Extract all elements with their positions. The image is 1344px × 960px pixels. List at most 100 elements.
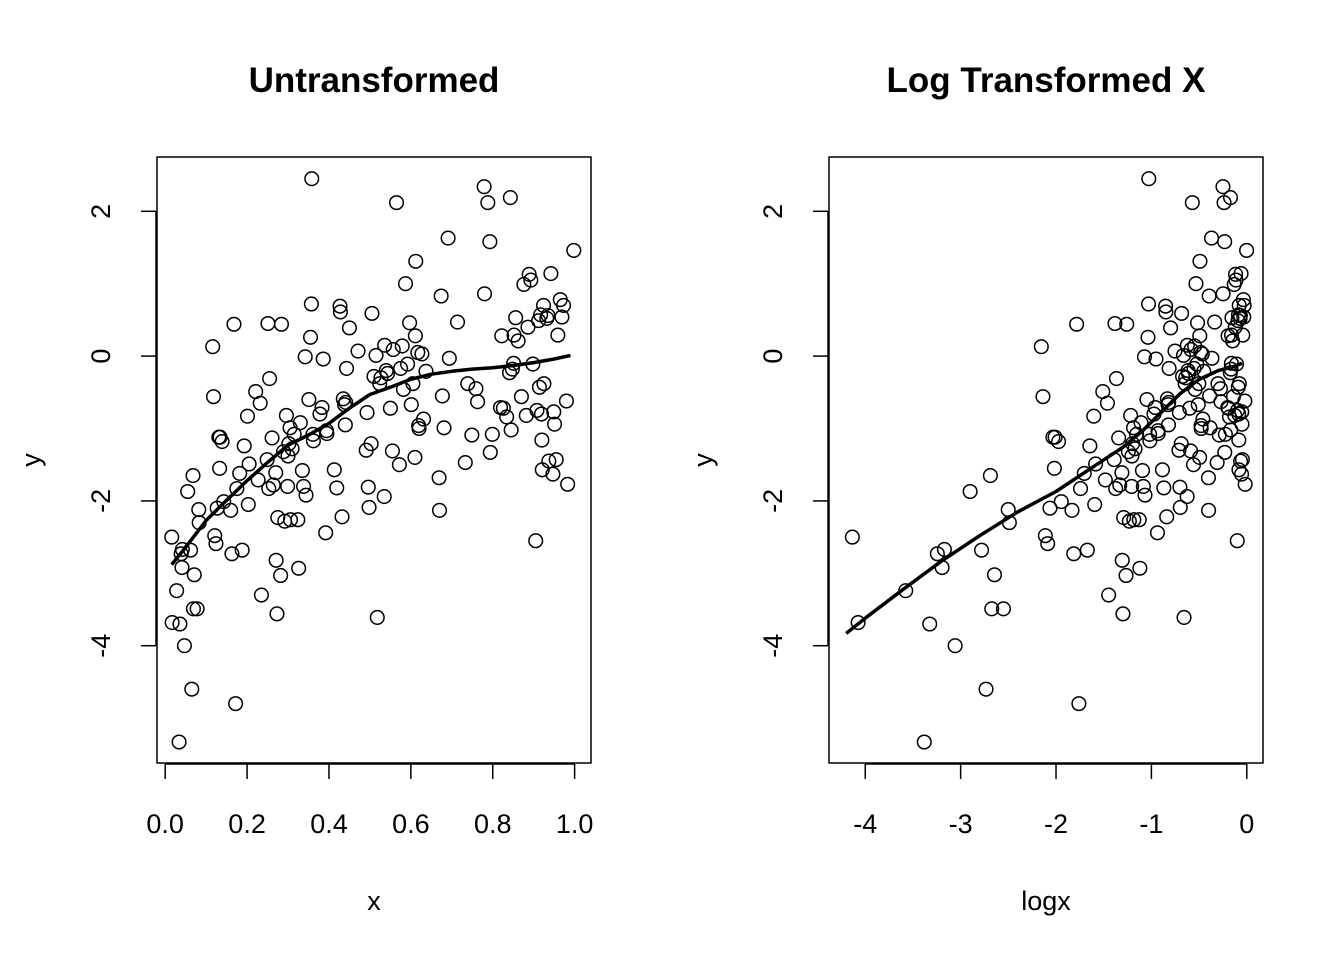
data-point — [1229, 533, 1245, 549]
data-point — [986, 567, 1003, 583]
data-point — [460, 376, 476, 392]
data-point — [1154, 462, 1170, 478]
x-tick-label: 0.0 — [146, 809, 184, 839]
data-point — [1234, 452, 1250, 468]
data-point — [1172, 499, 1188, 515]
data-point — [529, 402, 545, 418]
data-point — [232, 465, 248, 481]
smooth-line — [845, 361, 1243, 635]
data-point — [1171, 442, 1187, 458]
y-tick-label: -4 — [86, 634, 116, 658]
data-point — [1071, 696, 1087, 712]
data-point — [205, 339, 221, 355]
data-point — [1234, 466, 1250, 482]
data-point — [318, 525, 334, 541]
data-point — [962, 483, 978, 500]
x-tick-label: 0.8 — [474, 809, 512, 839]
data-point — [1072, 481, 1089, 497]
data-point — [405, 376, 421, 392]
data-point — [262, 370, 278, 387]
data-point — [294, 462, 310, 479]
data-point — [531, 379, 547, 395]
data-point — [1223, 327, 1240, 343]
data-point — [440, 230, 456, 246]
data-point — [1088, 456, 1104, 472]
data-point — [499, 409, 515, 425]
x-tick-label: 0.6 — [392, 809, 430, 839]
data-point — [326, 462, 342, 478]
x-tick-label: -3 — [949, 809, 973, 839]
data-point — [1076, 465, 1092, 481]
data-point — [363, 436, 379, 452]
data-point — [397, 276, 414, 292]
chart-title: Log Transformed X — [887, 61, 1207, 100]
data-point — [504, 361, 520, 377]
data-point — [1139, 391, 1155, 408]
data-point — [1158, 298, 1174, 314]
data-point — [1180, 365, 1197, 382]
data-point — [290, 512, 306, 528]
data-point — [273, 567, 289, 584]
data-point — [369, 609, 385, 626]
data-point — [312, 406, 328, 422]
data-point — [1179, 337, 1195, 353]
plot-frame — [156, 156, 592, 764]
y-tick-label: 2 — [758, 204, 788, 219]
data-point — [186, 567, 202, 583]
data-point — [1231, 432, 1247, 448]
data-point — [1186, 360, 1202, 376]
data-point — [1112, 477, 1128, 493]
data-point — [1107, 315, 1123, 332]
data-point — [315, 351, 331, 367]
data-point — [476, 179, 492, 195]
data-point — [1235, 327, 1251, 343]
data-point — [503, 422, 519, 438]
data-point — [1037, 528, 1053, 544]
data-point — [212, 460, 228, 476]
data-point — [205, 389, 222, 405]
data-point — [185, 468, 201, 484]
data-point — [494, 328, 510, 344]
x-axis-label: logx — [1021, 886, 1071, 916]
data-point — [1042, 500, 1058, 516]
data-point — [1035, 389, 1051, 405]
data-point — [1192, 253, 1208, 269]
data-point — [304, 171, 320, 187]
data-point — [1236, 309, 1252, 325]
data-point — [361, 499, 377, 515]
data-point — [388, 195, 405, 211]
data-point — [1141, 171, 1157, 187]
data-point — [1066, 546, 1082, 562]
data-point — [495, 400, 511, 416]
data-point — [169, 583, 185, 599]
data-point — [1171, 405, 1187, 421]
data-point — [1193, 420, 1209, 437]
data-point — [376, 489, 392, 505]
data-point — [1033, 339, 1049, 355]
data-point — [1053, 494, 1069, 510]
scatter-points — [844, 171, 1255, 750]
data-point — [391, 457, 407, 473]
chart-title: Untransformed — [249, 61, 500, 100]
data-point — [189, 601, 205, 617]
data-point — [1174, 305, 1190, 321]
data-point — [332, 298, 348, 314]
data-point — [521, 266, 537, 282]
data-point — [484, 426, 500, 442]
data-point — [236, 438, 252, 454]
data-point — [1176, 609, 1192, 626]
data-point — [1236, 297, 1252, 313]
data-point — [1133, 415, 1149, 431]
data-point — [431, 470, 447, 486]
data-point — [239, 408, 256, 424]
data-point — [922, 616, 938, 632]
y-tick-label: -2 — [86, 489, 116, 513]
x-tick-label: -2 — [1044, 809, 1068, 839]
data-point — [543, 266, 559, 282]
data-point — [520, 319, 536, 335]
data-point — [172, 616, 188, 632]
data-point — [207, 528, 223, 544]
data-point — [1114, 552, 1130, 568]
data-point — [253, 587, 269, 603]
data-point — [1215, 179, 1231, 195]
